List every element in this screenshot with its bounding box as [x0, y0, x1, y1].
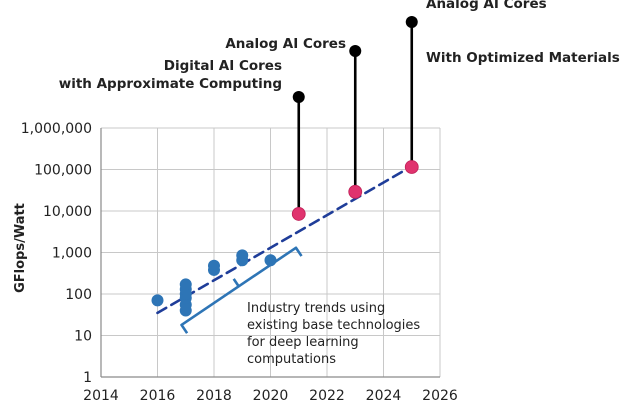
bracket-group: Industry trends using existing base techn…	[180, 246, 420, 367]
bracket-label-line: existing base technologies	[247, 318, 420, 333]
y-tick-label: 1	[83, 370, 92, 386]
bracket-notch	[232, 278, 240, 288]
x-tick-labels: 2014 2016 2018 2020 2022 2024 2026	[83, 388, 458, 404]
bracket-label-line: computations	[247, 352, 336, 367]
trendline	[156, 164, 414, 315]
data-points	[151, 160, 419, 317]
x-tick-label: 2024	[366, 388, 402, 404]
y-tick-labels: 1 10 100 1,000 10,000 100,000 1,000,000	[21, 121, 92, 386]
y-tick-label: 1,000,000	[21, 121, 92, 137]
industry-point	[179, 278, 192, 291]
annotation-label-line: Analog AI Cores	[426, 0, 547, 12]
annotation-label-line: Analog AI Cores	[225, 36, 346, 52]
industry-point	[236, 249, 249, 262]
y-tick-label: 100	[65, 287, 92, 303]
annotation-label-line: With Optimized Materials	[426, 50, 620, 66]
x-tick-label: 2020	[253, 388, 289, 404]
axes	[100, 128, 440, 378]
bracket-label-line: for deep learning	[247, 335, 359, 350]
annotation-pin-head	[405, 16, 418, 28]
industry-point	[208, 259, 220, 272]
y-tick-label: 10,000	[43, 204, 92, 220]
projected-point	[404, 160, 419, 174]
y-tick-label: 1,000	[52, 246, 92, 262]
projected-point	[348, 184, 363, 199]
x-tick-label: 2026	[422, 388, 458, 404]
annotation-pin-head	[292, 91, 305, 103]
grid	[100, 127, 441, 378]
industry-point	[151, 294, 164, 307]
x-tick-label: 2016	[140, 388, 176, 404]
annotation-label-line: with Approximate Computing	[59, 76, 282, 92]
annotation-label-line: Digital AI Cores	[164, 58, 282, 74]
y-axis-label: GFlops/Watt	[13, 203, 28, 293]
x-tick-label: 2018	[196, 388, 232, 404]
y-tick-label: 10	[74, 329, 92, 345]
annotation-pin-head	[349, 45, 362, 57]
y-tick-label: 100,000	[34, 163, 92, 179]
projected-point	[291, 207, 306, 221]
industry-point	[264, 254, 277, 267]
annotation-pins	[292, 16, 418, 214]
trendline-group	[156, 164, 414, 315]
bracket-label-line: Industry trends using	[247, 301, 385, 316]
x-tick-label: 2014	[83, 388, 119, 404]
x-tick-label: 2022	[309, 388, 345, 404]
annotation-labels: Digital AI Cores with Approximate Computi…	[59, 0, 620, 92]
